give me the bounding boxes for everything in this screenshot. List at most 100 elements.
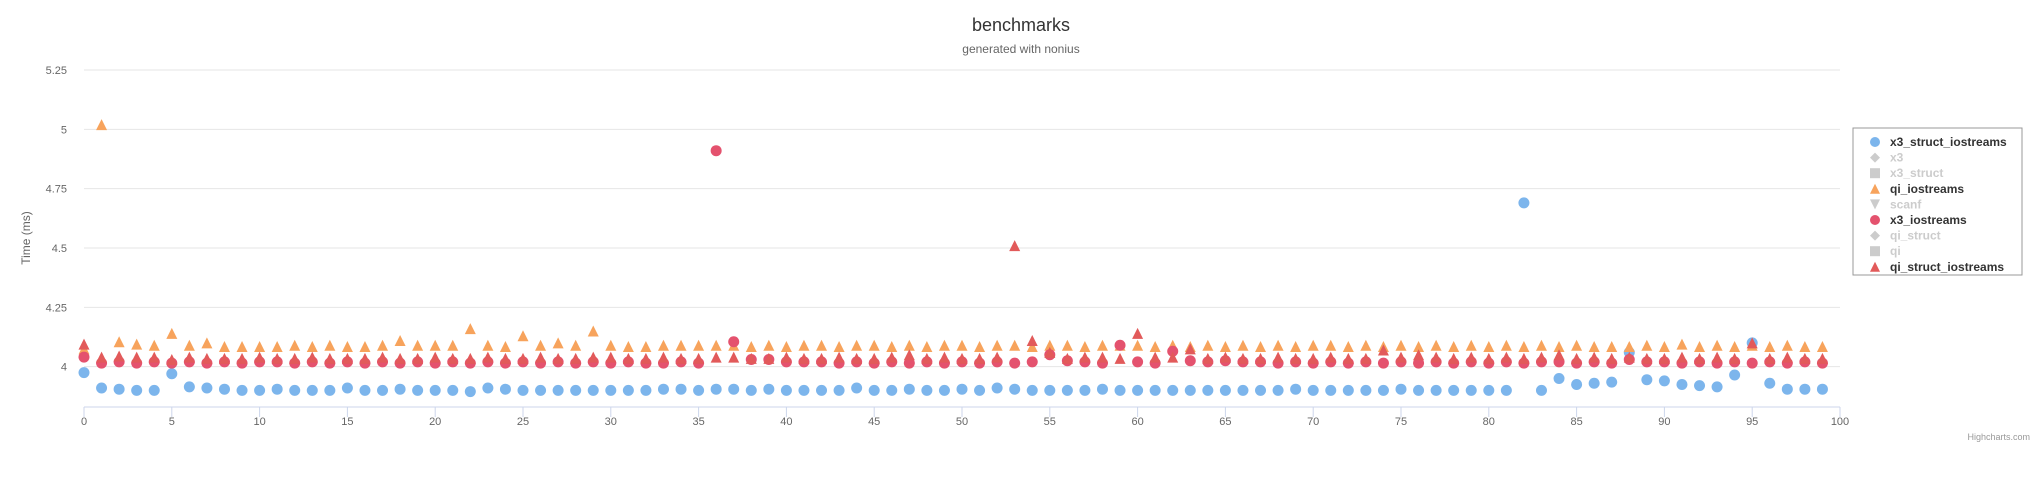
data-point[interactable] [517, 384, 529, 396]
data-point[interactable] [587, 351, 599, 363]
data-point[interactable] [868, 339, 880, 351]
legend-symbol-icon[interactable] [1870, 137, 1880, 147]
data-point[interactable] [1430, 339, 1442, 351]
data-point[interactable] [1325, 351, 1337, 363]
data-point[interactable] [359, 352, 371, 364]
data-point[interactable] [1167, 345, 1179, 357]
data-point[interactable] [535, 384, 547, 396]
data-point[interactable] [1711, 351, 1723, 363]
data-point[interactable] [1079, 351, 1091, 363]
data-point[interactable] [833, 384, 845, 396]
data-point[interactable] [763, 352, 775, 364]
data-point[interactable] [640, 384, 652, 396]
data-point[interactable] [1096, 339, 1108, 351]
data-point[interactable] [482, 351, 494, 363]
data-point[interactable] [728, 383, 740, 395]
data-point[interactable] [464, 386, 476, 398]
data-point[interactable] [1202, 384, 1214, 396]
data-point[interactable] [1606, 340, 1618, 352]
data-point[interactable] [1500, 351, 1512, 363]
data-point[interactable] [1114, 339, 1126, 351]
data-point[interactable] [710, 145, 722, 157]
data-point[interactable] [1500, 384, 1512, 396]
data-point[interactable] [377, 384, 389, 396]
data-point[interactable] [1114, 384, 1126, 396]
data-point[interactable] [1588, 377, 1600, 389]
data-point[interactable] [1149, 351, 1161, 363]
data-point[interactable] [1658, 340, 1670, 352]
data-point[interactable] [78, 367, 90, 379]
data-point[interactable] [183, 339, 195, 351]
data-point[interactable] [1395, 351, 1407, 363]
data-point[interactable] [96, 351, 108, 363]
legend-symbol-icon[interactable] [1870, 215, 1880, 225]
data-point[interactable] [745, 352, 757, 364]
data-point[interactable] [1764, 340, 1776, 352]
data-point[interactable] [622, 384, 634, 396]
data-point[interactable] [1026, 335, 1038, 347]
legend-item-qi[interactable]: qi [1870, 244, 1901, 258]
data-point[interactable] [1535, 339, 1547, 351]
data-point[interactable] [1096, 351, 1108, 363]
data-point[interactable] [1465, 339, 1477, 351]
data-point[interactable] [710, 351, 722, 363]
data-point[interactable] [1641, 352, 1653, 364]
data-point[interactable] [921, 352, 933, 364]
data-point[interactable] [1413, 357, 1425, 369]
data-point[interactable] [1623, 340, 1635, 352]
data-point[interactable] [1360, 384, 1372, 396]
data-point[interactable] [1395, 383, 1407, 395]
data-point[interactable] [499, 383, 511, 395]
data-point[interactable] [131, 338, 143, 350]
data-point[interactable] [903, 339, 915, 351]
data-point[interactable] [1518, 340, 1530, 352]
data-point[interactable] [447, 384, 459, 396]
data-point[interactable] [113, 350, 125, 362]
data-point[interactable] [447, 352, 459, 364]
data-point[interactable] [1711, 381, 1723, 393]
data-point[interactable] [675, 352, 687, 364]
data-point[interactable] [254, 351, 266, 363]
data-point[interactable] [640, 340, 652, 352]
data-point[interactable] [113, 383, 125, 395]
data-point[interactable] [1184, 343, 1196, 355]
data-point[interactable] [1237, 384, 1249, 396]
data-point[interactable] [482, 382, 494, 394]
data-point[interactable] [218, 383, 230, 395]
data-point[interactable] [956, 352, 968, 364]
data-point[interactable] [587, 325, 599, 337]
data-point[interactable] [394, 352, 406, 364]
data-point[interactable] [1746, 337, 1758, 349]
data-point[interactable] [1360, 339, 1372, 351]
data-point[interactable] [324, 384, 336, 396]
data-point[interactable] [412, 384, 424, 396]
data-point[interactable] [1044, 339, 1056, 351]
data-point[interactable] [429, 384, 441, 396]
data-point[interactable] [763, 383, 775, 395]
data-point[interactable] [1430, 384, 1442, 396]
data-point[interactable] [570, 384, 582, 396]
data-point[interactable] [359, 340, 371, 352]
data-point[interactable] [1290, 340, 1302, 352]
data-point[interactable] [657, 351, 669, 363]
legend-item-qi-struct-iostreams[interactable]: qi_struct_iostreams [1870, 260, 2004, 274]
data-point[interactable] [1132, 327, 1144, 339]
legend-item-qi-iostreams[interactable]: qi_iostreams [1870, 182, 1964, 196]
data-point[interactable] [693, 384, 705, 396]
data-point[interactable] [956, 383, 968, 395]
legend-symbol-icon[interactable] [1870, 261, 1880, 272]
data-point[interactable] [201, 382, 213, 394]
legend-symbol-icon[interactable] [1870, 246, 1880, 257]
data-point[interactable] [974, 340, 986, 352]
data-point[interactable] [1781, 351, 1793, 363]
data-point[interactable] [1676, 338, 1688, 350]
data-point[interactable] [324, 352, 336, 364]
data-point[interactable] [816, 384, 828, 396]
data-point[interactable] [851, 382, 863, 394]
data-point[interactable] [745, 340, 757, 352]
data-point[interactable] [1413, 340, 1425, 352]
data-point[interactable] [798, 339, 810, 351]
data-point[interactable] [1430, 351, 1442, 363]
data-point[interactable] [1500, 339, 1512, 351]
data-point[interactable] [1535, 384, 1547, 396]
